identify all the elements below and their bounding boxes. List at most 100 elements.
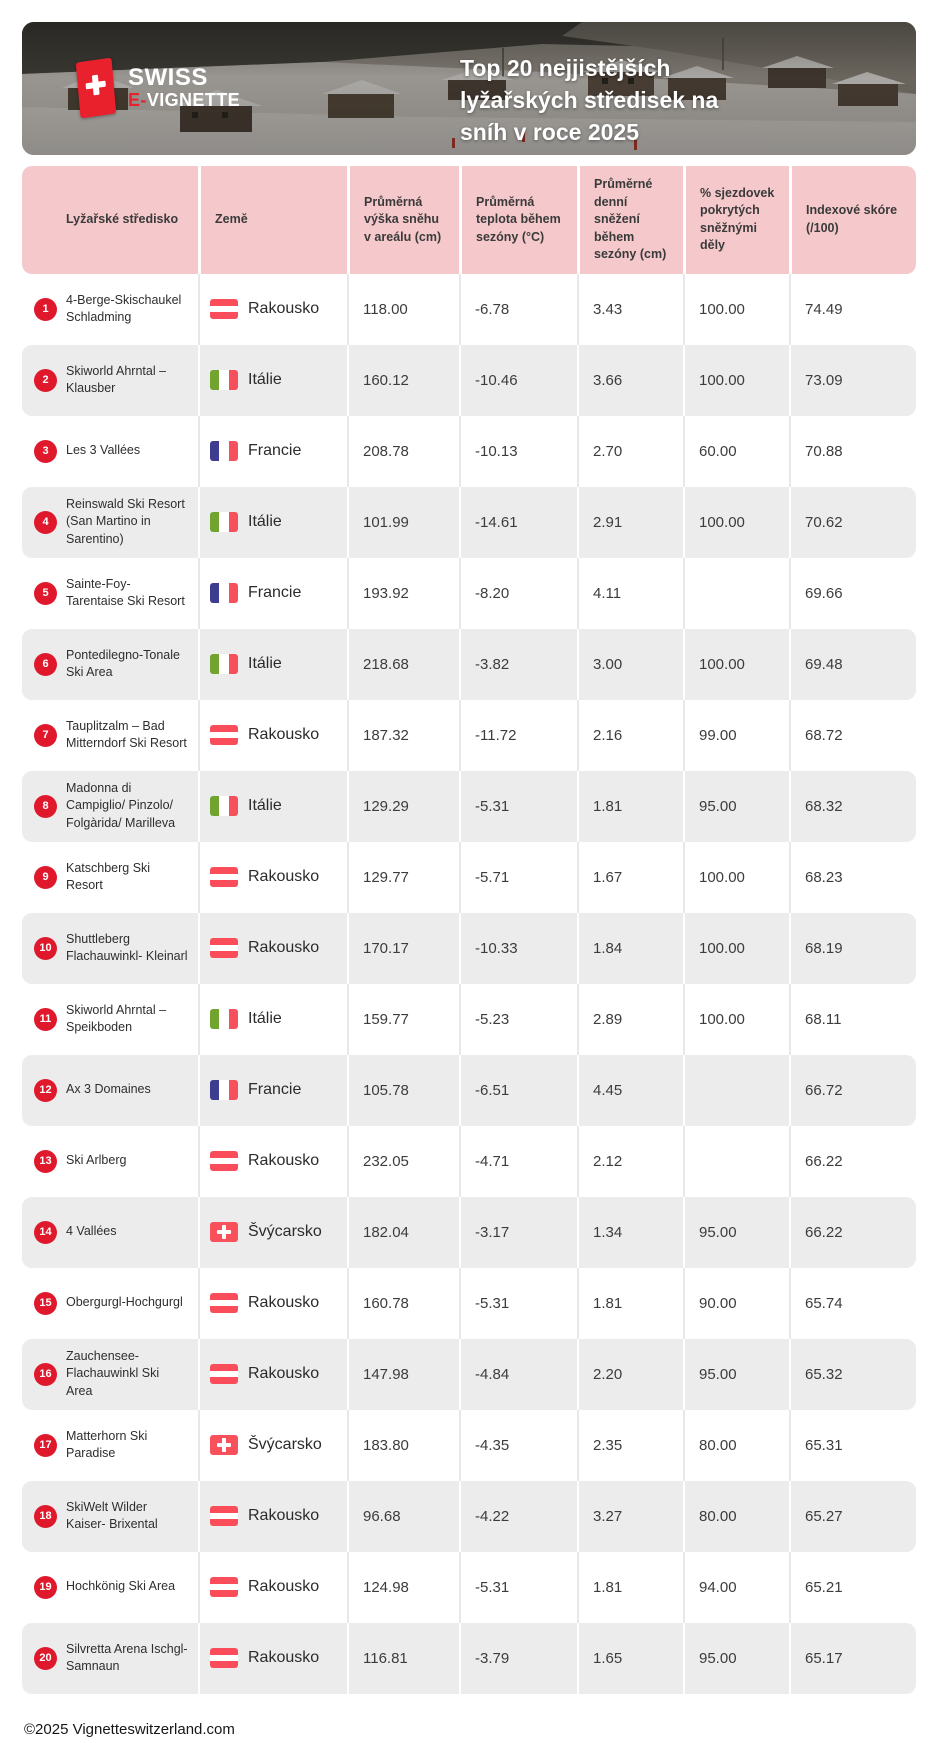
snow-depth-value: 160.12 (347, 344, 459, 416)
resort-cell: 4 Reinswald Ski Resort (San Martino in S… (22, 487, 198, 558)
resort-cell: 2 Skiworld Ahrntal – Klausber (22, 345, 198, 416)
snow-depth-value: 182.04 (347, 1196, 459, 1268)
rank-badge: 1 (34, 297, 57, 321)
resort-cell: 12 Ax 3 Domaines (22, 1055, 198, 1126)
resort-name: Zauchensee- Flachauwinkl Ski Area (66, 1348, 160, 1398)
snow-depth-value: 101.99 (347, 486, 459, 558)
season-temp-value: -4.35 (459, 1409, 577, 1481)
country-cell: Itálie (198, 628, 347, 700)
country-cell: Rakousko (198, 841, 347, 913)
snow-depth-value: 129.29 (347, 770, 459, 842)
country-cell: Itálie (198, 344, 347, 416)
season-temp-value: -4.22 (459, 1480, 577, 1552)
country-name: Švýcarsko (248, 1223, 322, 1240)
country-cell: Rakousko (198, 273, 347, 345)
index-score-value: 68.72 (789, 699, 916, 771)
daily-snowfall-value: 4.45 (577, 1054, 683, 1126)
resort-cell: 18 SkiWelt Wilder Kaiser- Brixental (22, 1481, 198, 1552)
country-name: Rakousko (248, 868, 320, 885)
snowmaking-value: 100.00 (683, 273, 789, 345)
table-row: 6 Pontedilegno-Tonale Ski Area Itálie 21… (22, 628, 916, 700)
snowmaking-value: 100.00 (683, 912, 789, 984)
table-header: Lyžařské středisko Země Průměrná výška s… (22, 166, 916, 274)
country-name: Rakousko (248, 1649, 320, 1666)
country-name: Francie (248, 442, 302, 459)
country-name: Francie (248, 1081, 302, 1098)
resort-name: Silvretta Arena Ischgl- Samnaun (66, 1641, 188, 1674)
country-flag-icon (210, 1293, 238, 1313)
daily-snowfall-value: 2.12 (577, 1125, 683, 1197)
index-score-value: 70.62 (789, 486, 916, 558)
season-temp-value: -8.20 (459, 557, 577, 629)
resort-cell: 15 Obergurgl-Hochgurgl (22, 1268, 198, 1339)
snowmaking-value: 95.00 (683, 1622, 789, 1694)
resort-name: Pontedilegno-Tonale Ski Area (66, 647, 180, 680)
snowmaking-value: 100.00 (683, 486, 789, 558)
table-row: 14 4 Vallées Švýcarsko 182.04 -3.17 1.34… (22, 1196, 916, 1268)
resort-name: Matterhorn Ski Paradise (66, 1428, 148, 1461)
resort-cell: 13 Ski Arlberg (22, 1126, 198, 1197)
daily-snowfall-value: 1.67 (577, 841, 683, 913)
country-cell: Švýcarsko (198, 1409, 347, 1481)
country-cell: Rakousko (198, 699, 347, 771)
country-name: Švýcarsko (248, 1436, 322, 1453)
country-flag-icon (210, 1080, 238, 1100)
column-header-season-temp: Průměrná teplota během sezóny (°C) (459, 166, 577, 274)
snow-depth-value: 193.92 (347, 557, 459, 629)
country-flag-icon (210, 725, 238, 745)
country-cell: Francie (198, 415, 347, 487)
country-flag-icon (210, 370, 238, 390)
footer-copyright: ©2025 Vignetteswitzerland.com (24, 1720, 235, 1738)
season-temp-value: -3.17 (459, 1196, 577, 1268)
country-flag-icon (210, 1577, 238, 1597)
country-name: Itálie (248, 513, 282, 530)
table-row: 19 Hochkönig Ski Area Rakousko 124.98 -5… (22, 1551, 916, 1623)
rank-badge: 19 (34, 1575, 57, 1599)
season-temp-value: -10.33 (459, 912, 577, 984)
rank-badge: 12 (34, 1078, 57, 1102)
snow-depth-value: 116.81 (347, 1622, 459, 1694)
snow-depth-value: 159.77 (347, 983, 459, 1055)
season-temp-value: -6.78 (459, 273, 577, 345)
index-score-value: 69.48 (789, 628, 916, 700)
snowmaking-value: 95.00 (683, 1196, 789, 1268)
country-cell: Rakousko (198, 1338, 347, 1410)
country-flag-icon (210, 1364, 238, 1384)
resort-cell: 19 Hochkönig Ski Area (22, 1552, 198, 1623)
rank-badge: 10 (34, 936, 57, 960)
resort-name: Tauplitzalm – Bad Mitterndorf Ski Resort (66, 718, 187, 751)
resort-cell: 7 Tauplitzalm – Bad Mitterndorf Ski Reso… (22, 700, 198, 771)
country-name: Rakousko (248, 726, 320, 743)
logo-line-evignette: E-VIGNETTE (128, 90, 241, 111)
country-name: Rakousko (248, 1152, 320, 1169)
snowmaking-value: 100.00 (683, 983, 789, 1055)
index-score-value: 73.09 (789, 344, 916, 416)
country-name: Rakousko (248, 300, 320, 317)
season-temp-value: -3.82 (459, 628, 577, 700)
daily-snowfall-value: 4.11 (577, 557, 683, 629)
table-row: 18 SkiWelt Wilder Kaiser- Brixental Rako… (22, 1480, 916, 1552)
table-body: 1 4-Berge-Skischaukel Schladming Rakousk… (22, 273, 916, 1694)
resort-cell: 17 Matterhorn Ski Paradise (22, 1410, 198, 1481)
daily-snowfall-value: 3.66 (577, 344, 683, 416)
snowmaking-value: 99.00 (683, 699, 789, 771)
snowmaking-value (683, 557, 789, 629)
resort-cell: 8 Madonna di Campiglio/ Pinzolo/ Folgàri… (22, 771, 198, 842)
table-row: 11 Skiworld Ahrntal – Speikboden Itálie … (22, 983, 916, 1055)
snowmaking-value (683, 1125, 789, 1197)
snowmaking-value: 80.00 (683, 1409, 789, 1481)
country-flag-icon (210, 1151, 238, 1171)
index-score-value: 66.22 (789, 1196, 916, 1268)
snowmaking-value: 100.00 (683, 628, 789, 700)
country-flag-icon (210, 654, 238, 674)
swiss-evignette-logo: SWISS E-VIGNETTE (75, 57, 241, 119)
resort-name: Katschberg Ski Resort (66, 860, 151, 893)
country-flag-icon (210, 1506, 238, 1526)
country-cell: Itálie (198, 770, 347, 842)
snow-depth-value: 183.80 (347, 1409, 459, 1481)
snow-depth-value: 187.32 (347, 699, 459, 771)
table-row: 15 Obergurgl-Hochgurgl Rakousko 160.78 -… (22, 1267, 916, 1339)
index-score-value: 74.49 (789, 273, 916, 345)
table-row: 17 Matterhorn Ski Paradise Švýcarsko 183… (22, 1409, 916, 1481)
